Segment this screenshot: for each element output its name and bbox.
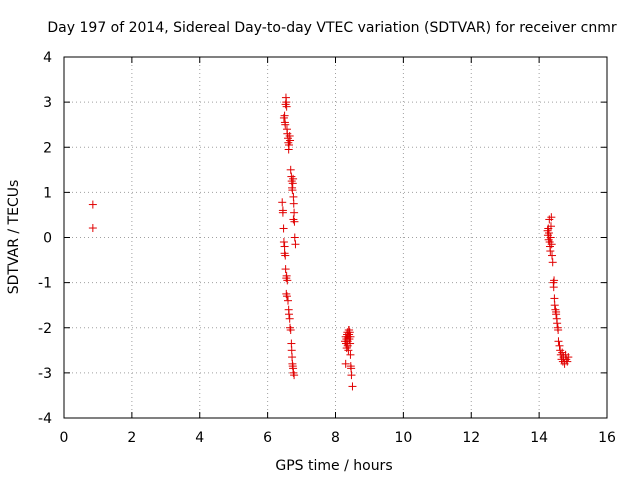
- data-point: [546, 233, 555, 242]
- data-point: [283, 276, 292, 285]
- data-point: [291, 240, 300, 249]
- data-point: [286, 165, 295, 174]
- data-point: [550, 301, 559, 310]
- data-point: [285, 310, 294, 319]
- x-tick-label: 4: [195, 430, 204, 446]
- data-point: [549, 283, 558, 292]
- y-axis-label: SDTVAR / TECUs: [6, 180, 22, 295]
- data-point: [287, 346, 296, 355]
- data-point: [343, 341, 352, 350]
- x-tick-label: 8: [331, 430, 340, 446]
- data-point: [289, 192, 298, 201]
- data-points: [88, 93, 573, 391]
- data-point: [290, 233, 299, 242]
- data-point: [279, 224, 288, 233]
- y-tick-label: 4: [43, 50, 52, 66]
- data-point: [289, 174, 298, 183]
- chart-title: Day 197 of 2014, Sidereal Day-to-day VTE…: [47, 20, 616, 36]
- data-point: [563, 357, 572, 366]
- data-point: [346, 350, 355, 359]
- data-point: [288, 353, 297, 362]
- x-tick-label: 2: [127, 430, 136, 446]
- data-point: [88, 224, 97, 233]
- y-tick-label: 2: [43, 140, 52, 156]
- data-point: [548, 251, 557, 260]
- data-point: [347, 371, 356, 380]
- x-tick-label: 0: [60, 430, 69, 446]
- data-point: [547, 213, 556, 222]
- x-tick-label: 10: [394, 430, 412, 446]
- data-point: [282, 102, 291, 111]
- data-point: [553, 319, 562, 328]
- y-tick-label: -1: [38, 276, 52, 292]
- data-point: [286, 136, 295, 145]
- y-tick-label: -2: [38, 321, 52, 337]
- data-point: [280, 111, 289, 120]
- data-point: [289, 215, 298, 224]
- x-axis-label: GPS time / hours: [275, 458, 392, 474]
- data-point: [286, 326, 295, 335]
- data-point: [547, 240, 556, 249]
- y-tick-label: 0: [43, 231, 52, 247]
- data-point: [288, 362, 297, 371]
- chart-grid: [64, 57, 607, 418]
- data-point: [278, 208, 287, 217]
- y-tick-label: 3: [43, 95, 52, 111]
- data-point: [281, 265, 290, 274]
- data-point: [290, 208, 299, 217]
- data-point: [290, 371, 299, 380]
- data-point: [281, 251, 290, 260]
- data-point: [554, 326, 563, 335]
- data-point: [546, 247, 555, 256]
- y-tick-label: -4: [38, 411, 52, 427]
- data-point: [346, 332, 355, 341]
- data-point: [548, 258, 557, 267]
- data-point: [282, 271, 291, 280]
- data-point: [345, 326, 354, 335]
- data-point: [281, 120, 290, 129]
- x-tick-label: 14: [530, 430, 548, 446]
- data-point: [555, 341, 564, 350]
- data-point: [88, 200, 97, 209]
- data-point: [341, 359, 350, 368]
- data-point: [287, 339, 296, 348]
- y-tick-label: 1: [43, 185, 52, 201]
- data-point: [289, 199, 298, 208]
- y-tick-label: -3: [38, 366, 52, 382]
- data-point: [278, 198, 287, 207]
- data-point: [550, 294, 559, 303]
- data-point: [347, 364, 356, 373]
- x-tick-label: 12: [462, 430, 480, 446]
- data-point: [544, 228, 553, 237]
- data-point: [285, 314, 294, 323]
- data-point: [279, 238, 288, 247]
- data-point: [564, 353, 573, 362]
- data-point: [550, 276, 559, 285]
- plot-frame: [63, 56, 608, 419]
- data-point: [554, 337, 563, 346]
- data-point: [552, 307, 561, 316]
- data-point: [344, 346, 353, 355]
- data-point: [280, 242, 289, 251]
- data-point: [285, 140, 294, 149]
- x-tick-label: 16: [598, 430, 616, 446]
- data-point: [547, 222, 556, 231]
- data-point: [288, 186, 297, 195]
- data-point: [348, 382, 357, 391]
- data-point: [283, 296, 292, 305]
- x-tick-label: 6: [263, 430, 272, 446]
- data-point: [282, 292, 291, 301]
